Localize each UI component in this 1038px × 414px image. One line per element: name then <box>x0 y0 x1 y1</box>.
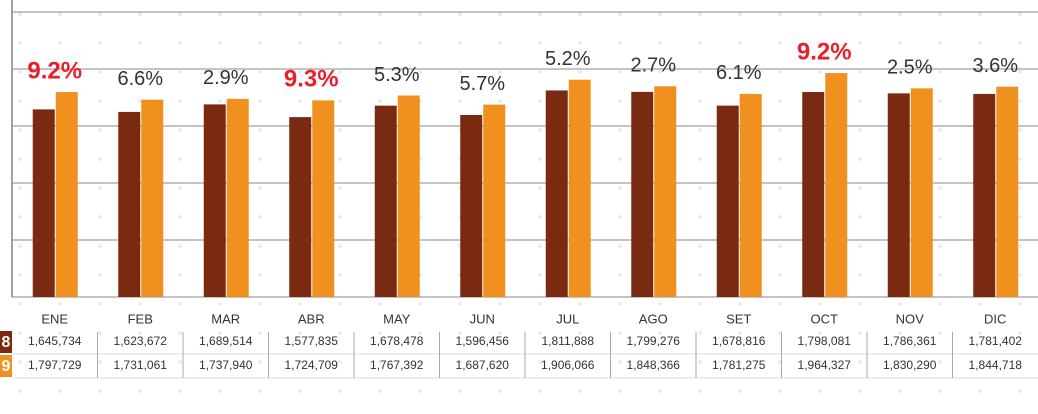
table-cell: 1,781,402 <box>969 334 1023 348</box>
table-cell: 1,798,081 <box>798 334 852 348</box>
x-tick-label: JUL <box>556 311 579 326</box>
table-cell: 1,811,888 <box>542 334 595 348</box>
table-cell: 1,786,361 <box>883 334 937 348</box>
bar <box>973 93 996 298</box>
bar <box>312 100 335 297</box>
growth-label: 5.2% <box>545 48 591 70</box>
bar <box>118 111 141 297</box>
table-cell: 1,623,672 <box>114 334 168 348</box>
table-cell: 1,687,620 <box>456 358 510 372</box>
bar <box>289 117 312 298</box>
bar <box>203 104 226 297</box>
x-tick-label: NOV <box>896 311 925 326</box>
table-cell: 1,906,066 <box>541 358 595 372</box>
table-cell: 1,645,734 <box>28 334 82 348</box>
table-cell: 1,689,514 <box>199 334 253 348</box>
bar <box>996 86 1019 297</box>
table-cell: 1,797,729 <box>28 358 82 372</box>
table-cell: 1,767,392 <box>370 358 424 372</box>
table-cell: 1,830,290 <box>883 358 937 372</box>
growth-label: 5.3% <box>374 64 420 86</box>
table-cell: 1,596,456 <box>456 334 510 348</box>
bar <box>631 91 654 297</box>
legend-label: 8 <box>2 334 11 351</box>
table-cell: 1,678,816 <box>712 334 766 348</box>
bar <box>545 90 568 298</box>
bar <box>910 88 933 297</box>
bar <box>141 99 164 297</box>
bar <box>226 98 249 297</box>
x-tick-label: AGO <box>639 311 668 326</box>
x-tick-label: ABR <box>298 311 325 326</box>
x-tick-label: MAR <box>211 311 240 326</box>
growth-label: 9.2% <box>797 38 852 65</box>
growth-label: 9.2% <box>27 57 82 84</box>
table-cell: 1,844,718 <box>969 358 1023 372</box>
bar <box>483 104 506 297</box>
x-tick-label: SET <box>726 311 751 326</box>
bar <box>397 95 420 298</box>
x-tick-label: JUN <box>470 311 495 326</box>
legend-swatch <box>0 355 12 377</box>
legend-label: 9 <box>2 358 11 375</box>
table-cell: 1,724,709 <box>285 358 339 372</box>
bar <box>716 105 739 297</box>
x-tick-label: DIC <box>984 311 1006 326</box>
x-tick-label: MAY <box>383 311 411 326</box>
table-cell: 1,731,061 <box>114 358 168 372</box>
bar <box>887 93 910 297</box>
table-cell: 1,737,940 <box>199 358 253 372</box>
x-tick-label: OCT <box>811 311 839 326</box>
growth-label: 3.6% <box>972 55 1018 77</box>
legend-swatch <box>0 331 12 353</box>
growth-label: 2.7% <box>630 55 676 77</box>
table-cell: 1,799,276 <box>627 334 681 348</box>
bar <box>374 105 397 298</box>
bar <box>825 73 848 298</box>
growth-label: 2.5% <box>887 57 933 79</box>
growth-label: 2.9% <box>203 67 249 89</box>
bar <box>568 79 591 298</box>
bar <box>654 86 677 297</box>
growth-label: 9.3% <box>284 66 339 93</box>
bar <box>739 93 762 297</box>
table-cell: 1,964,327 <box>798 358 852 372</box>
bar <box>32 109 55 297</box>
growth-label: 5.7% <box>459 73 505 95</box>
x-tick-label: FEB <box>128 311 153 326</box>
x-tick-label: ENE <box>41 311 68 326</box>
bar <box>55 92 78 297</box>
bar <box>460 115 483 297</box>
table-cell: 1,678,478 <box>370 334 424 348</box>
bar <box>802 92 825 297</box>
growth-label: 6.1% <box>716 62 762 84</box>
table-cell: 1,577,835 <box>285 334 339 348</box>
table-cell: 1,848,366 <box>627 358 681 372</box>
table-cell: 1,781,275 <box>712 358 766 372</box>
growth-label: 6.6% <box>117 68 163 90</box>
